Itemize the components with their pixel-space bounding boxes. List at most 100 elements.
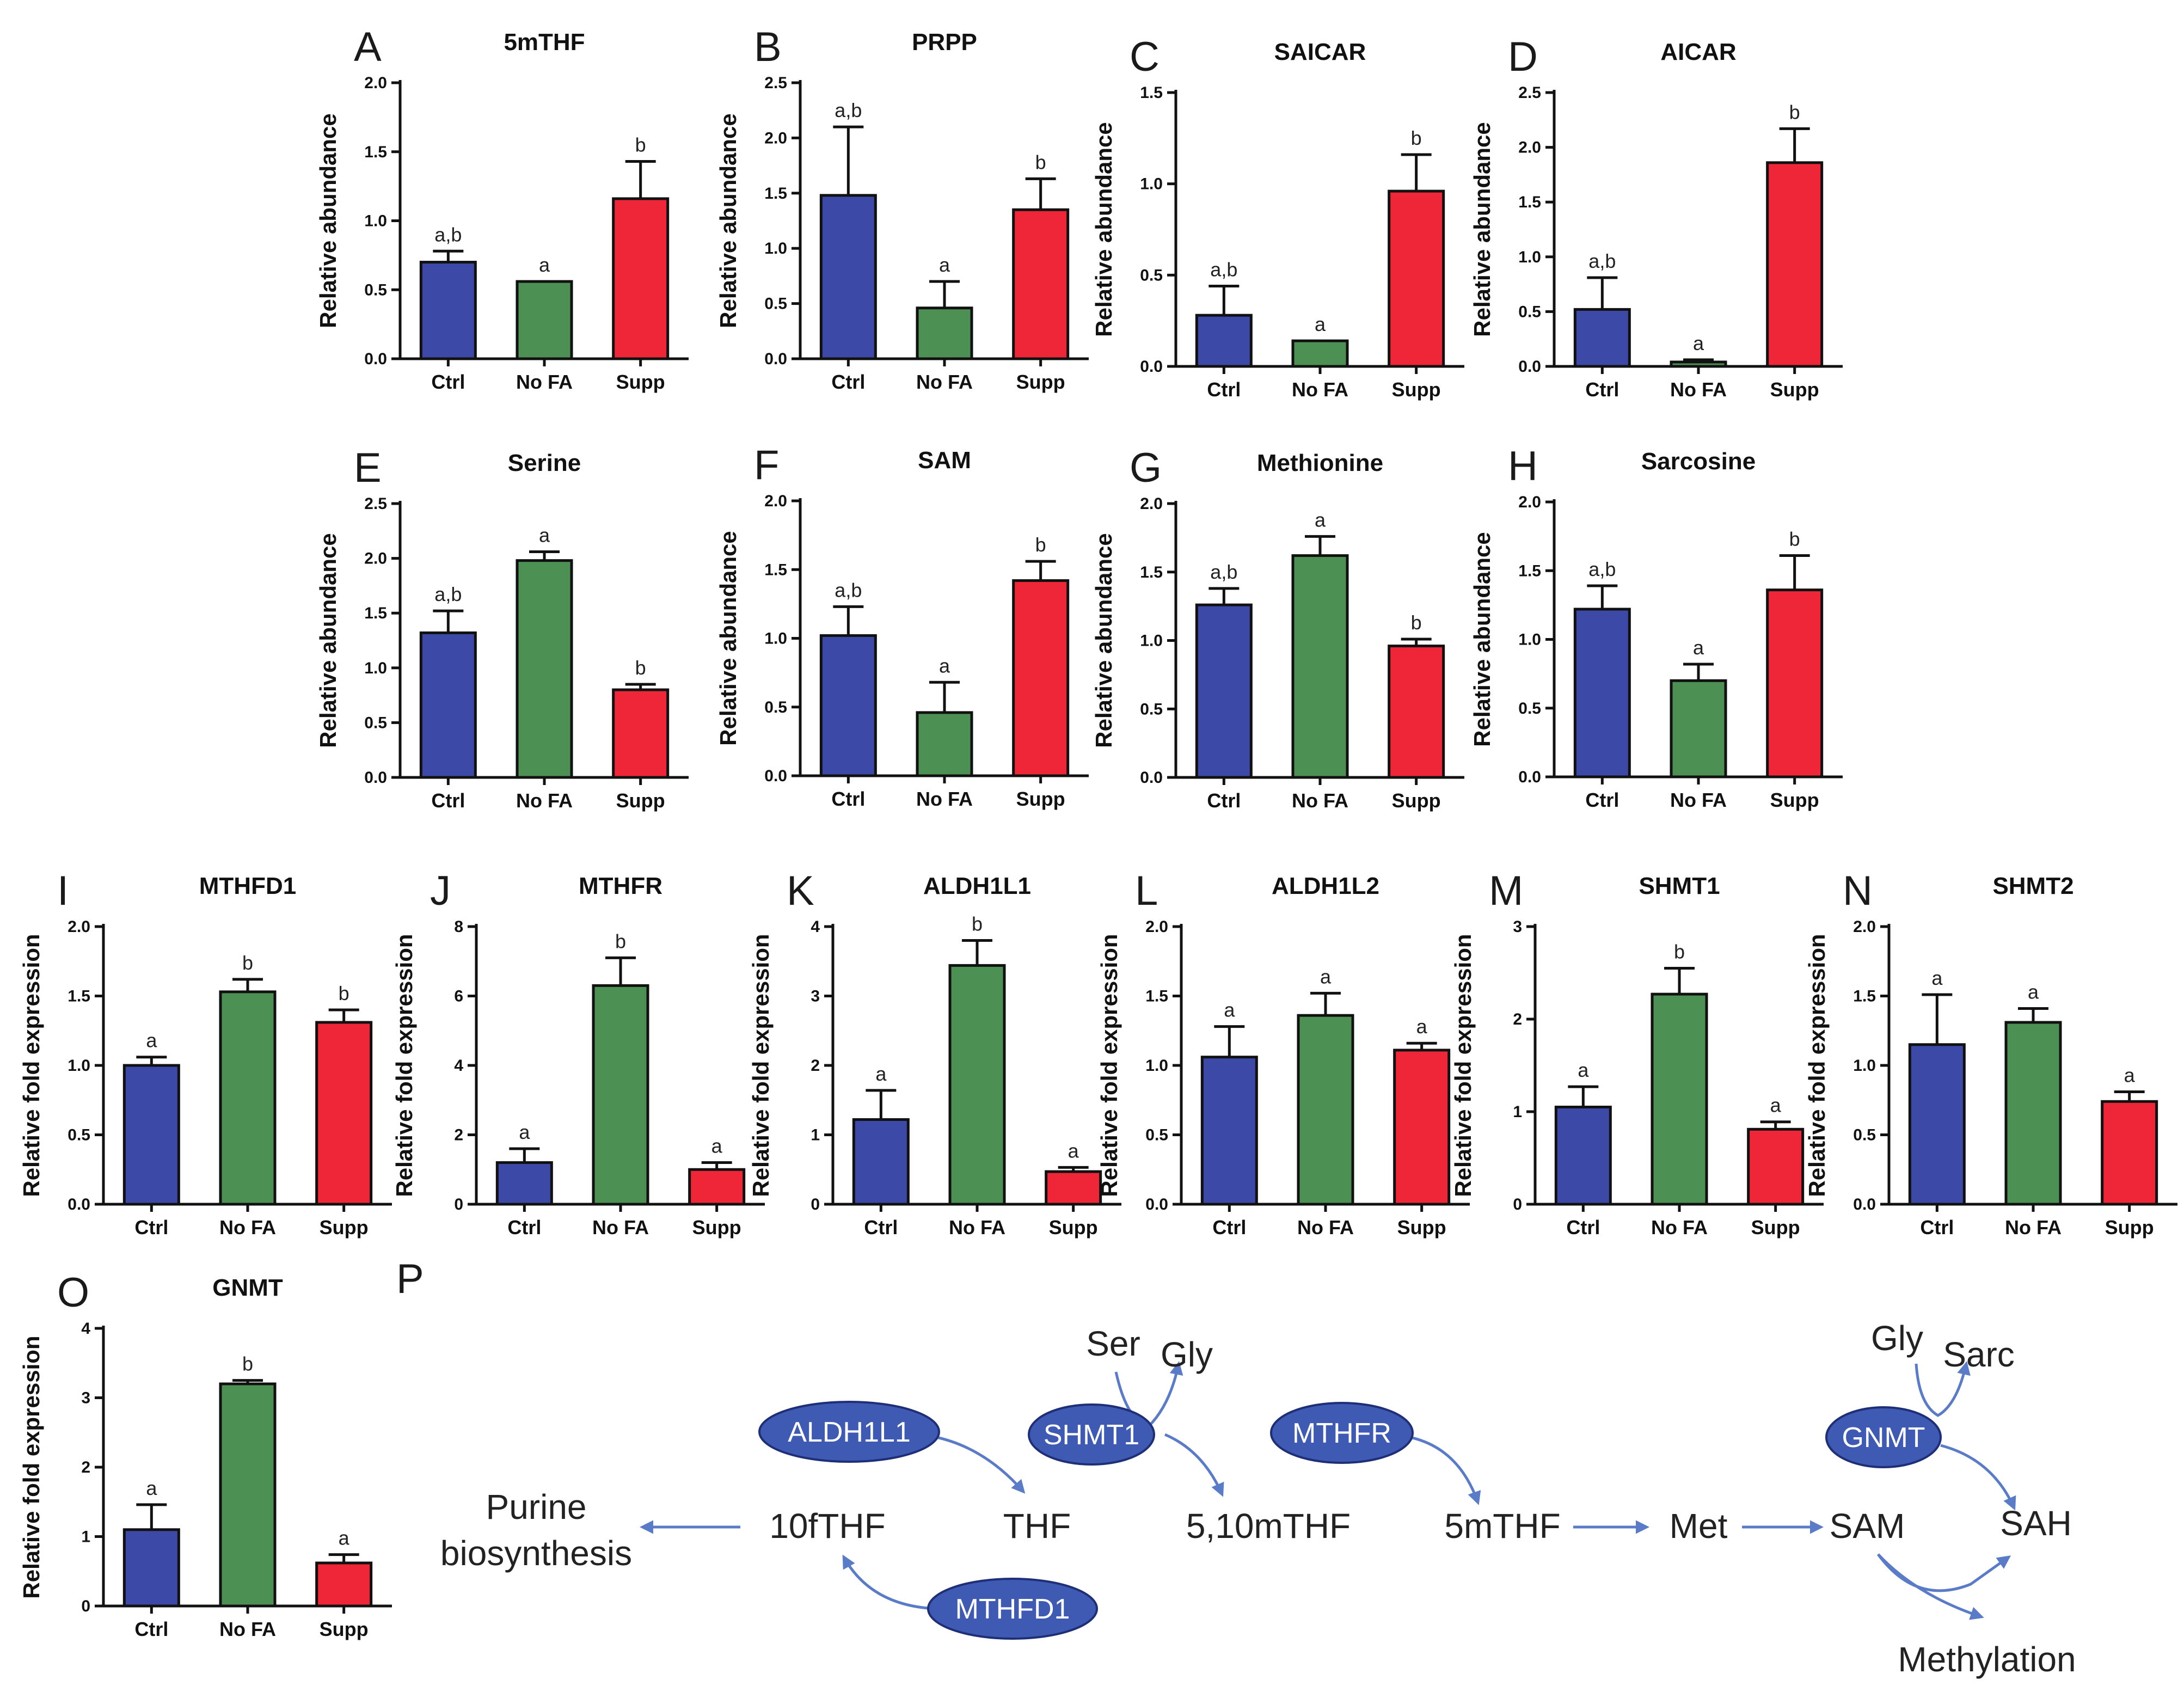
x-tick-label-b-0: Ctrl <box>831 371 865 393</box>
y-tick-label-e: 0.5 <box>364 714 387 732</box>
bar-c-1 <box>1291 339 1349 368</box>
y-tick-label-b: 0.0 <box>764 350 787 368</box>
bar-l-2 <box>1393 1049 1451 1206</box>
x-tick-label-b-1: No FA <box>916 371 973 393</box>
y-tick-label-b: 2.0 <box>764 129 787 147</box>
x-tick-label-l-0: Ctrl <box>1212 1216 1246 1239</box>
y-tick-label-e: 2.5 <box>364 495 387 513</box>
sig-letter-i-0: a <box>146 1029 157 1052</box>
bar-e-0 <box>419 631 477 779</box>
pathway-diagram: P ALDH1L1 SHMT1 MTHFR GNMT MTHFD1 Purine… <box>396 1256 2076 1679</box>
sig-letter-c-2: b <box>1411 127 1422 149</box>
y-axis-label-d: Relative abundance <box>1469 122 1495 336</box>
y-tick-label-j: 0 <box>454 1196 463 1213</box>
chart-d: D AICAR Relative abundance 0.0 0.5 1.0 1.5 2.0 2… <box>1469 34 1843 401</box>
bar-a-2 <box>612 197 670 360</box>
sig-letter-n-1: a <box>2028 980 2039 1003</box>
arrow-aldh1l1 <box>936 1436 1026 1494</box>
panel-label-b: B <box>754 24 782 70</box>
panel-label-o: O <box>57 1270 89 1316</box>
y-tick-label-h: 1.0 <box>1518 631 1541 649</box>
y-tick-label-j: 2 <box>454 1126 463 1144</box>
arrow-sam-to-methylation <box>1877 1553 1984 1620</box>
x-tick-label-d-1: No FA <box>1670 378 1727 401</box>
bar-g-2 <box>1388 645 1445 779</box>
y-tick-label-h: 0.5 <box>1518 700 1541 718</box>
sig-letter-l-1: a <box>1320 965 1332 988</box>
arrow-gly-sarc <box>1915 1361 1971 1417</box>
enzyme-gnmt <box>1825 1406 1942 1468</box>
y-tick-label-e: 1.5 <box>364 604 387 622</box>
y-tick-label-f: 0.5 <box>764 698 787 716</box>
chart-k: K ALDH1L1 Relative fold expression 0 1 2 3 4 Ctr… <box>748 868 1121 1239</box>
sig-letter-i-2: b <box>339 982 349 1004</box>
sig-letter-k-2: a <box>1068 1139 1079 1162</box>
y-axis-label-m: Relative fold expression <box>1450 934 1476 1197</box>
y-tick-label-o: 3 <box>81 1389 90 1407</box>
panel-label-e: E <box>354 445 382 491</box>
arrow-mthfd1 <box>842 1554 937 1610</box>
y-tick-label-o: 2 <box>81 1458 90 1476</box>
y-tick-label-a: 1.0 <box>364 212 387 230</box>
bar-o-2 <box>315 1561 373 1608</box>
enzyme-mthfr-label: MTHFR <box>1292 1418 1391 1449</box>
chart-h: H Sarcosine Relative abundance 0.0 0.5 1.0 1.5… <box>1469 443 1843 811</box>
chart-n: N SHMT2 Relative fold expression 0.0 0.5 1.0 1… <box>1804 868 2177 1239</box>
bar-j-2 <box>688 1168 746 1206</box>
panel-label-i: I <box>57 868 69 914</box>
y-axis-label-b: Relative abundance <box>715 113 741 328</box>
enzyme-shmt1-label: SHMT1 <box>1044 1419 1139 1451</box>
sig-letter-g-2: b <box>1411 611 1422 634</box>
chart-e: E Serine Relative abundance 0.0 0.5 1.0 1.5 2.0… <box>315 445 689 812</box>
sig-letter-b-2: b <box>1035 151 1046 173</box>
y-tick-label-l: 2.0 <box>1145 918 1168 936</box>
chart-title-l: ALDH1L2 <box>1272 873 1379 899</box>
y-tick-label-c: 1.5 <box>1140 84 1163 102</box>
bar-c-2 <box>1388 189 1445 368</box>
y-tick-label-k: 3 <box>811 988 820 1006</box>
sig-letter-o-0: a <box>146 1477 157 1499</box>
charts-layer: A 5mTHF Relative abundance 0.0 0.5 1.0 1.5 2.0 C… <box>19 24 2177 1640</box>
sig-letter-i-1: b <box>242 952 253 974</box>
x-tick-label-a-0: Ctrl <box>431 371 465 393</box>
sig-letter-h-0: a,b <box>1588 558 1616 580</box>
x-tick-label-i-2: Supp <box>320 1216 369 1239</box>
x-tick-label-o-1: No FA <box>219 1618 276 1640</box>
y-tick-label-b: 0.5 <box>764 295 787 313</box>
panel-label-l: L <box>1135 868 1158 914</box>
sig-letter-m-0: a <box>1578 1059 1589 1081</box>
x-tick-label-m-1: No FA <box>1651 1216 1708 1239</box>
node-purine-line2: biosynthesis <box>440 1534 632 1573</box>
bar-h-1 <box>1670 679 1727 778</box>
y-tick-label-m: 2 <box>1513 1010 1522 1028</box>
bar-d-2 <box>1766 161 1824 368</box>
x-tick-label-f-0: Ctrl <box>831 788 865 810</box>
bar-e-1 <box>516 559 573 779</box>
chart-l: L ALDH1L2 Relative fold expression 0.0 0.5 1.… <box>1096 868 1470 1239</box>
sig-letter-f-2: b <box>1035 534 1046 556</box>
chart-title-e: Serine <box>508 450 581 476</box>
sig-letter-n-0: a <box>1931 967 1943 989</box>
y-tick-label-l: 0.0 <box>1145 1196 1168 1213</box>
y-tick-label-g: 1.0 <box>1140 632 1163 650</box>
y-tick-label-o: 0 <box>81 1597 90 1615</box>
x-tick-label-o-0: Ctrl <box>134 1618 168 1640</box>
chart-title-k: ALDH1L1 <box>923 873 1031 899</box>
chart-title-b: PRPP <box>912 29 977 56</box>
y-tick-label-b: 1.5 <box>764 185 787 203</box>
bar-b-2 <box>1012 208 1070 360</box>
sig-letter-a-1: a <box>539 254 550 276</box>
sig-letter-l-2: a <box>1416 1015 1428 1038</box>
y-axis-label-o: Relative fold expression <box>19 1335 44 1598</box>
sig-letter-o-2: a <box>339 1527 350 1549</box>
sig-letter-e-2: b <box>635 657 646 679</box>
bar-d-1 <box>1670 360 1727 368</box>
bar-n-1 <box>2004 1021 2062 1206</box>
bar-l-0 <box>1200 1056 1258 1206</box>
sig-letter-m-1: b <box>1674 941 1685 963</box>
x-tick-label-i-0: Ctrl <box>134 1216 168 1239</box>
panel-label-g: G <box>1130 445 1162 491</box>
y-tick-label-g: 1.5 <box>1140 563 1163 581</box>
y-tick-label-j: 6 <box>454 988 463 1006</box>
